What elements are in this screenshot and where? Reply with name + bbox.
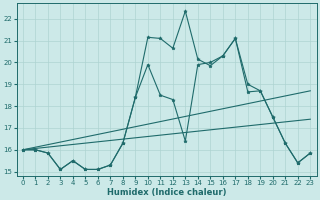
X-axis label: Humidex (Indice chaleur): Humidex (Indice chaleur) — [107, 188, 226, 197]
